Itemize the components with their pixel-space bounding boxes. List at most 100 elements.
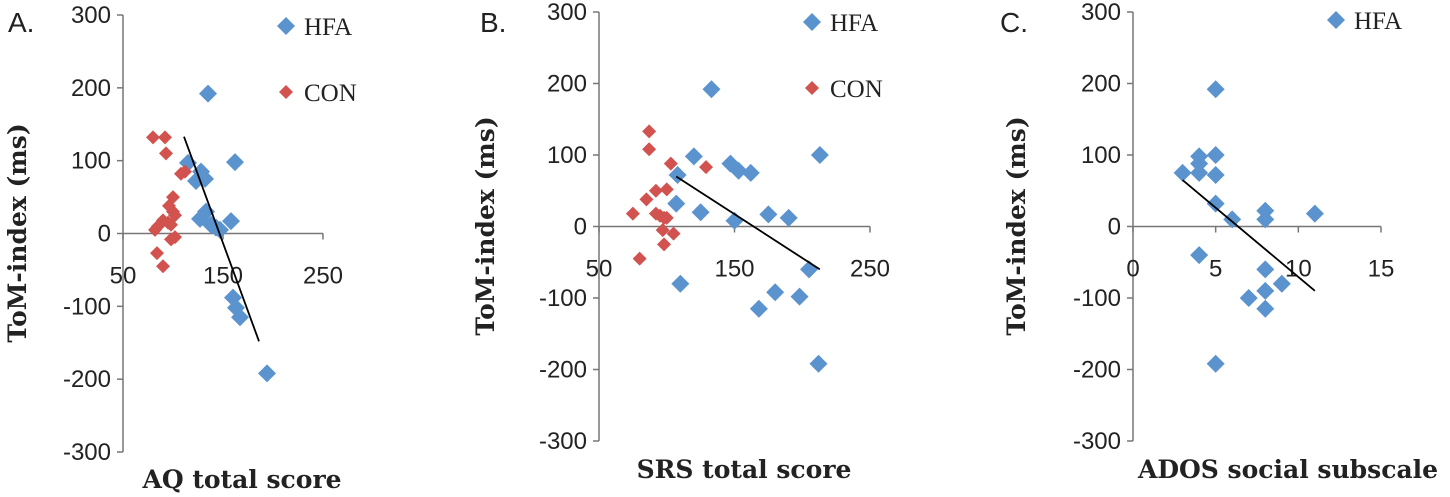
hfa-point — [766, 283, 785, 302]
hfa-point — [226, 153, 244, 172]
x-axis-title: SRS total score — [637, 455, 852, 484]
hfa-point — [779, 208, 798, 227]
hfa-point — [684, 147, 703, 166]
legend-con-marker — [805, 81, 819, 95]
y-tick-label: -300 — [63, 439, 111, 466]
x-tick-label: 5 — [1209, 256, 1222, 283]
y-tick-label: 0 — [574, 214, 587, 241]
hfa-point — [222, 212, 240, 231]
con-point — [655, 223, 670, 238]
hfa-point — [1190, 154, 1209, 173]
y-tick-label: -100 — [539, 285, 587, 312]
x-tick-label: 15 — [1368, 256, 1395, 283]
hfa-point — [1173, 163, 1192, 182]
con-point — [642, 124, 657, 139]
hfa-point — [1190, 246, 1209, 265]
trend-line — [675, 175, 821, 271]
hfa-point — [1206, 354, 1225, 373]
panel-b: 300 200 100 0 -100 -200 -300 50 150 250 B. SRS tota… — [471, 0, 890, 484]
hfa-point — [1256, 210, 1275, 229]
hfa-point — [809, 354, 828, 373]
hfa-point — [258, 364, 276, 383]
hfa-point — [729, 161, 748, 180]
y-tick-label: -200 — [1073, 357, 1121, 384]
y-tick-label: 0 — [1108, 214, 1121, 241]
hfa-point — [1206, 194, 1225, 213]
y-tick-label: -200 — [539, 357, 587, 384]
hfa-point — [702, 80, 721, 99]
legend-hfa-label: HFA — [1354, 8, 1402, 35]
con-point — [164, 232, 178, 247]
y-axis-title: ToM-index (ms) — [3, 123, 32, 342]
hfa-point — [199, 84, 217, 103]
hfa-point — [1305, 204, 1324, 223]
y-tick-label: -100 — [63, 293, 111, 320]
con-point — [642, 142, 657, 157]
con-point — [657, 237, 672, 252]
hfa-point — [749, 299, 768, 318]
x-axis-title: AQ total score — [141, 465, 341, 494]
y-tick-label: 200 — [1081, 71, 1121, 98]
con-point — [659, 182, 674, 197]
hfa-point — [1272, 274, 1291, 293]
legend-hfa-marker — [1327, 11, 1345, 29]
con-point — [625, 206, 640, 221]
con-point — [164, 217, 178, 232]
con-point — [632, 251, 647, 266]
hfa-point — [1223, 210, 1242, 229]
y-tick-label: 200 — [547, 71, 587, 98]
hfa-point — [1206, 80, 1225, 99]
y-tick-label: 100 — [1081, 142, 1121, 169]
y-tick-label: 200 — [71, 75, 111, 102]
legend-con-label: CON — [304, 80, 357, 107]
hfa-point — [1190, 163, 1209, 182]
y-tick-label: 0 — [98, 221, 111, 248]
hfa-point — [790, 287, 809, 306]
x-axis-title: ADOS social subscale — [1137, 455, 1438, 484]
y-tick-label: -300 — [539, 428, 587, 455]
hfa-point — [1256, 260, 1275, 279]
hfa-point — [211, 220, 229, 239]
y-tick-label: -200 — [63, 366, 111, 393]
hfa-point — [1206, 146, 1225, 164]
y-tick-label: -300 — [1073, 428, 1121, 455]
con-point — [148, 222, 162, 237]
x-tick-label: 50 — [586, 256, 613, 283]
con-point — [666, 226, 681, 241]
hfa-point — [231, 308, 249, 327]
trend-line — [183, 136, 260, 342]
panel-label: A. — [8, 7, 34, 38]
hfa-point — [1206, 166, 1225, 185]
x-tick-label: 250 — [850, 256, 890, 283]
con-point — [648, 206, 663, 221]
con-point — [663, 156, 678, 171]
panel-label: B. — [480, 7, 506, 38]
con-point — [146, 130, 160, 145]
hfa-point — [1239, 289, 1258, 307]
y-tick-label: -100 — [1073, 285, 1121, 312]
y-tick-label: 300 — [71, 2, 111, 29]
legend-con-marker — [279, 85, 293, 99]
panel-a: 300 200 100 0 -100 -200 -300 50 150 250 A. AQ total… — [3, 2, 357, 494]
hfa-point — [667, 194, 686, 213]
con-point — [156, 259, 170, 274]
hfa-point — [691, 203, 710, 222]
x-tick-label: 0 — [1126, 256, 1139, 283]
y-tick-label: 300 — [547, 0, 587, 26]
con-point — [178, 164, 192, 179]
hfa-point — [810, 146, 829, 164]
hfa-point — [1256, 299, 1275, 318]
trend-line — [1182, 179, 1316, 292]
legend-hfa-marker — [803, 13, 821, 31]
con-point — [150, 246, 164, 261]
legend-con-label: CON — [830, 76, 883, 103]
legend-hfa-label: HFA — [830, 10, 878, 37]
hfa-point — [759, 205, 778, 224]
hfa-point — [671, 274, 690, 293]
con-point — [648, 183, 663, 198]
hfa-point — [741, 163, 760, 182]
panel-label: C. — [1000, 7, 1028, 38]
y-tick-label: 100 — [71, 148, 111, 175]
